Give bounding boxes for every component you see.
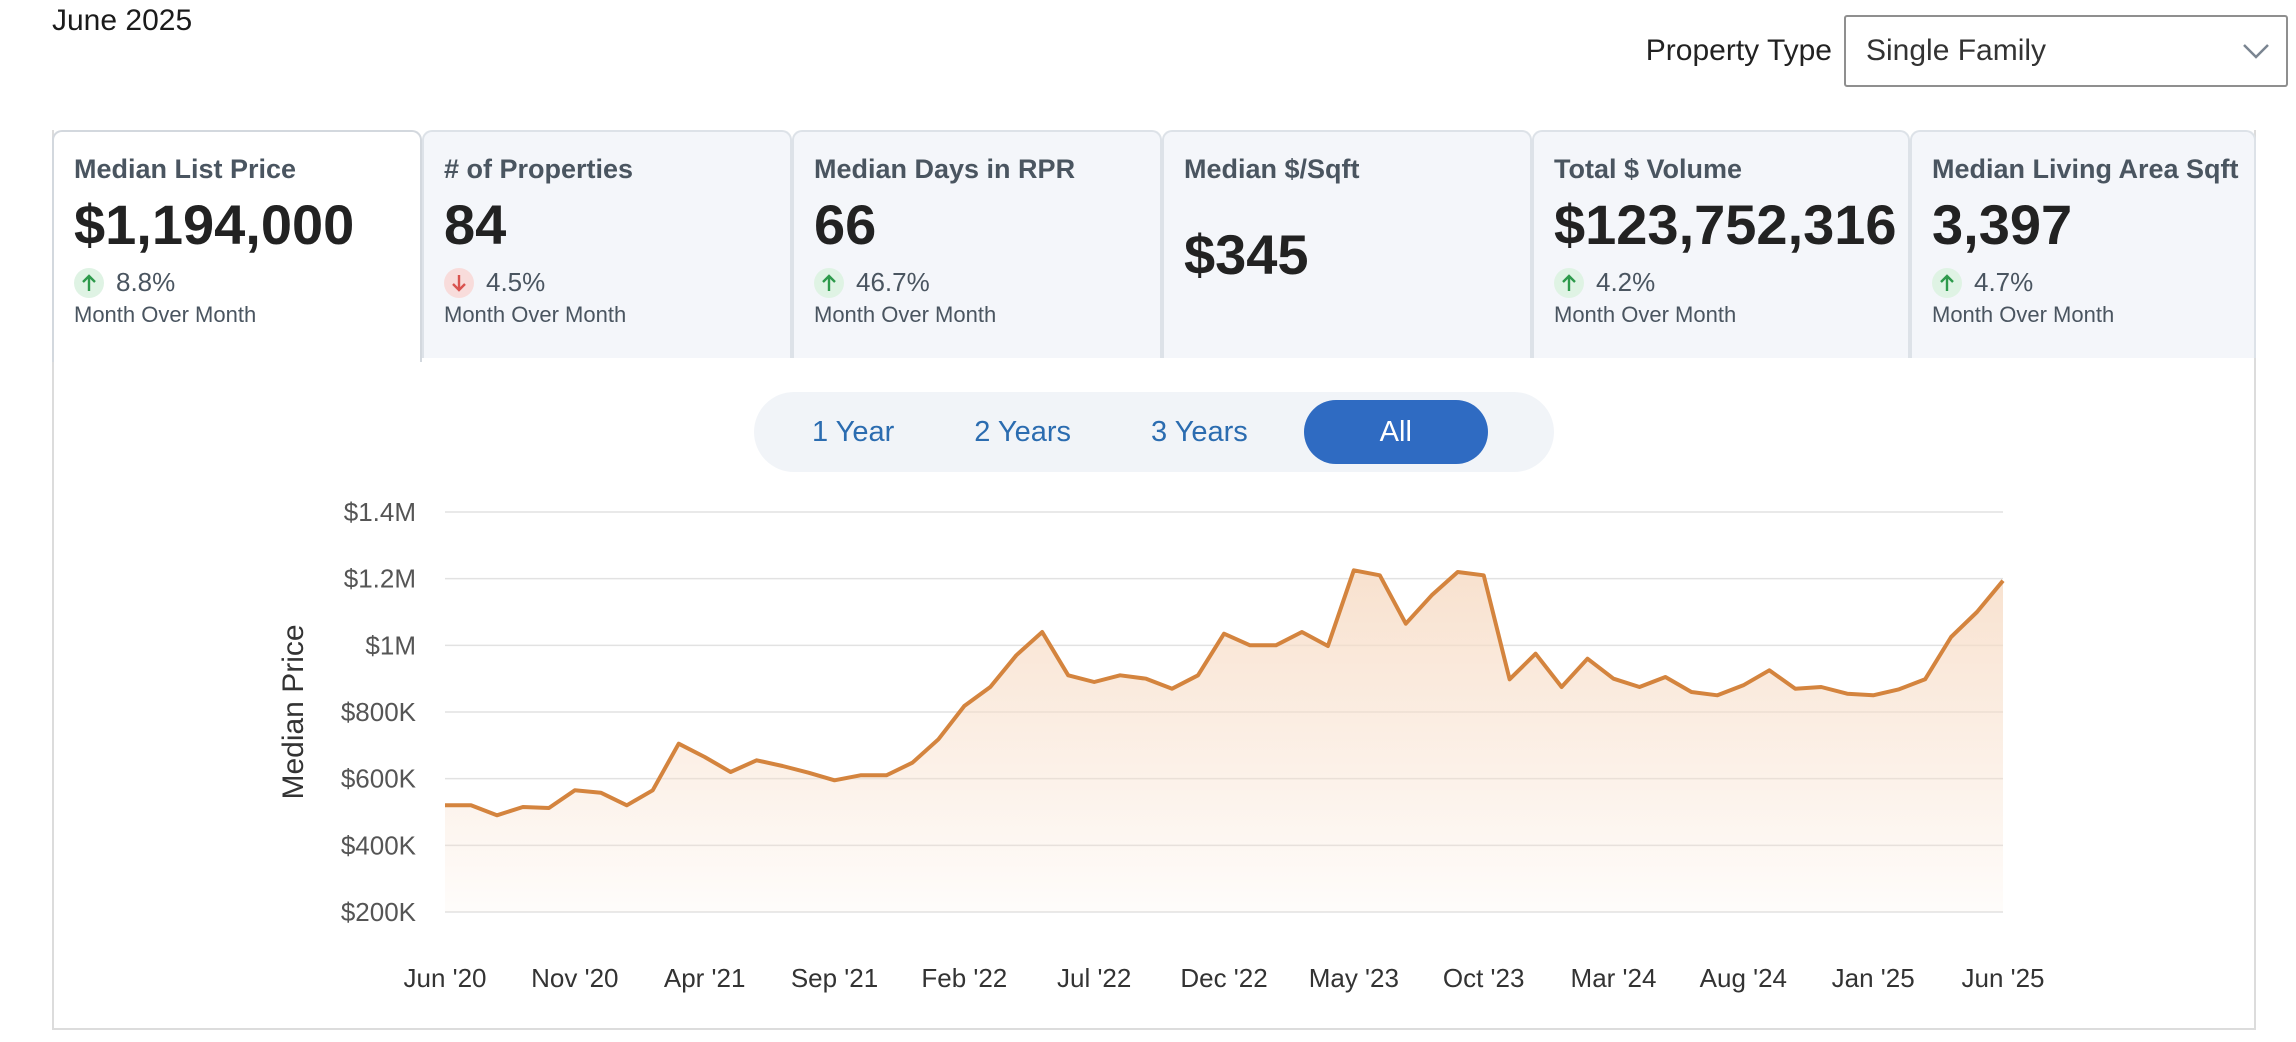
card-change: 4.2% [1554,267,1888,298]
arrow-up-icon [74,267,104,298]
card-change: 4.5% [444,267,770,298]
card-value: 3,397 [1932,193,2073,256]
card-title: Median Days in RPR [814,154,1076,184]
arrow-down-icon [444,267,474,298]
property-type-filter: Property Type Single Family [1646,15,2288,87]
card-median-list-price[interactable]: Median List Price $1,194,000 8.8% Month … [52,130,422,362]
x-tick-label: May '23 [1309,963,1399,993]
card-title: Median $/Sqft [1184,154,1360,184]
y-tick-label: $1M [365,630,416,660]
x-tick-label: Dec '22 [1180,963,1267,993]
card-value: $123,752,316 [1554,193,1897,256]
property-type-select[interactable]: Single Family [1844,15,2288,87]
range-all-button[interactable]: All [1303,400,1488,464]
y-tick-label: $600K [341,764,417,794]
x-tick-label: Feb '22 [921,963,1007,993]
card-caption: Month Over Month [444,302,627,327]
card-median-price-per-sqft[interactable]: Median $/Sqft $345 [1162,130,1532,358]
range-3-years-button[interactable]: 3 Years [1151,415,1248,448]
series-line [445,568,2005,818]
y-tick-label: $1.2M [344,564,416,594]
y-tick-label: $800K [341,697,417,727]
x-tick-label: Oct '23 [1443,963,1525,993]
card-change-value: 8.8% [116,267,176,297]
card-change-value: 46.7% [856,267,930,297]
x-tick-label: Sep '21 [791,963,878,993]
property-type-value: Single Family [1866,34,2047,67]
y-tick-label: $200K [341,897,417,927]
x-tick-label: Jun '25 [1961,963,2044,993]
card-title: Total $ Volume [1554,154,1743,184]
y-tick-label: $400K [341,830,417,860]
x-tick-label: Jul '22 [1057,963,1131,993]
x-tick-label: Nov '20 [531,963,618,993]
arrow-up-icon [1554,267,1584,298]
card-total-volume[interactable]: Total $ Volume $123,752,316 4.2% Month O… [1532,130,1910,358]
card-median-days[interactable]: Median Days in RPR 66 46.7% Month Over M… [792,130,1162,358]
y-tick-label: $1.4M [344,497,416,527]
card-title: # of Properties [444,154,634,184]
y-axis-label: Median Price [277,624,310,799]
card-title: Median List Price [74,154,297,184]
card-change-value: 4.5% [486,267,546,297]
card-change-value: 4.2% [1596,267,1656,297]
card-title: Median Living Area Sqft [1932,154,2239,184]
card-change-value: 4.7% [1974,267,2034,297]
arrow-up-icon [814,267,844,298]
card-change: 8.8% [74,267,400,298]
card-value: 66 [814,193,877,256]
x-tick-label: Jun '20 [403,963,486,993]
x-tick-label: Aug '24 [1700,963,1787,993]
series-area [445,570,2003,912]
card-caption: Month Over Month [1932,302,2115,327]
card-change: 4.7% [1932,267,2234,298]
property-type-label: Property Type [1645,34,1832,67]
card-median-living-area[interactable]: Median Living Area Sqft 3,397 4.7% Month… [1910,130,2256,358]
range-2-years-button[interactable]: 2 Years [974,415,1072,448]
card-value: 84 [444,193,507,256]
x-tick-label: Jan '25 [1832,963,1915,993]
range-1-year-button[interactable]: 1 Year [812,415,895,448]
x-tick-label: Apr '21 [664,963,746,993]
card-number-of-properties[interactable]: # of Properties 84 4.5% Month Over Month [422,130,792,358]
card-caption: Month Over Month [74,302,257,327]
card-value: $345 [1184,223,1309,286]
card-change: 46.7% [814,267,1140,298]
x-tick-label: Mar '24 [1571,963,1657,993]
chevron-down-icon [2243,44,2269,59]
card-value: $1,194,000 [74,193,355,256]
card-caption: Month Over Month [814,302,997,327]
report-date: June 2025 [52,4,193,37]
arrow-up-icon [1932,267,1962,298]
card-caption: Month Over Month [1554,302,1737,327]
time-range-selector: 1 Year 2 Years 3 Years All [754,392,1554,472]
metric-cards: Median List Price $1,194,000 8.8% Month … [52,130,2256,362]
